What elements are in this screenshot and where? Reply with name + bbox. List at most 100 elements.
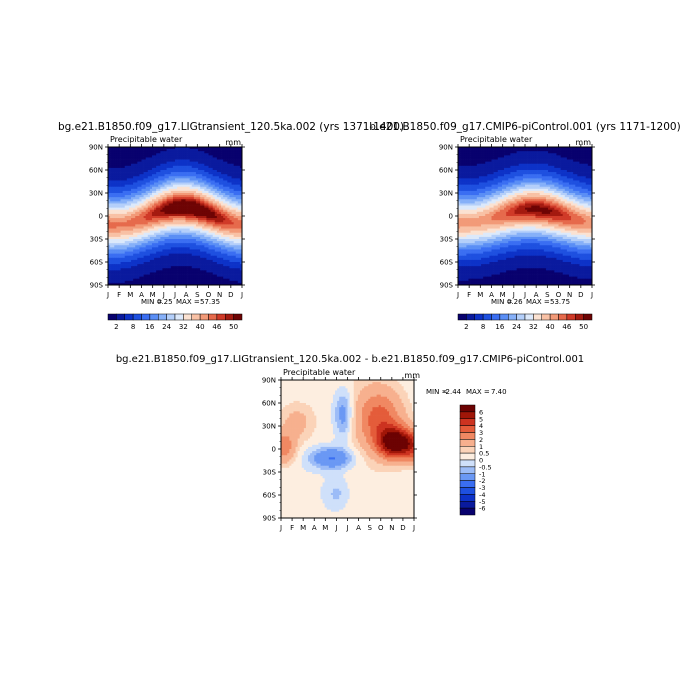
field-cell	[562, 159, 566, 162]
field-cell	[239, 182, 242, 185]
field-cell	[223, 190, 226, 194]
field-cell	[181, 176, 184, 179]
field-cell	[143, 205, 147, 208]
field-cell	[227, 247, 230, 250]
field-cell	[139, 232, 142, 236]
field-cell	[231, 264, 234, 267]
field-cell	[210, 282, 214, 285]
field-cell	[191, 230, 195, 234]
field-cell	[116, 228, 119, 231]
field-cell	[583, 147, 587, 150]
field-cell	[137, 213, 140, 217]
field-cell	[476, 159, 480, 162]
field-cell	[135, 239, 138, 242]
field-cell	[493, 157, 497, 160]
field-cell	[118, 153, 121, 156]
field-cell	[208, 207, 211, 211]
field-cell	[204, 276, 207, 280]
field-cell	[124, 245, 128, 248]
field-cell	[198, 259, 201, 263]
field-cell	[139, 205, 142, 208]
field-cell	[128, 259, 132, 263]
field-cell	[120, 176, 123, 179]
field-cell	[212, 239, 216, 242]
field-cell	[187, 193, 190, 196]
field-cell	[141, 266, 144, 269]
field-cell	[233, 230, 237, 234]
field-cell	[133, 182, 136, 185]
field-cell	[223, 262, 226, 265]
field-cell	[185, 255, 188, 259]
field-cell	[198, 272, 201, 275]
field-cell	[229, 282, 232, 285]
field-cell	[124, 270, 128, 273]
field-cell	[225, 255, 228, 259]
field-cell	[131, 176, 134, 179]
field-cell	[181, 174, 184, 177]
field-cell	[223, 222, 226, 225]
field-cell	[128, 188, 132, 192]
field-cell	[204, 280, 207, 284]
field-cell	[216, 182, 220, 185]
field-cell	[462, 153, 465, 156]
field-cell	[168, 234, 172, 238]
field-cell	[206, 243, 209, 246]
field-cell	[110, 268, 113, 271]
field-cell	[181, 249, 184, 252]
field-cell	[210, 226, 214, 229]
field-cell	[189, 280, 193, 284]
field-cell	[108, 270, 111, 273]
field-cell	[216, 278, 220, 282]
field-cell	[539, 165, 543, 169]
field-cell	[114, 243, 117, 246]
field-cell	[229, 228, 232, 231]
field-cell	[126, 272, 130, 275]
field-cell	[235, 211, 239, 215]
field-cell	[191, 234, 195, 238]
field-cell	[181, 180, 184, 183]
field-cell	[124, 274, 128, 277]
field-cell	[227, 203, 230, 206]
field-cell	[227, 163, 230, 167]
field-cell	[172, 220, 176, 223]
field-cell	[120, 163, 123, 167]
field-cell	[166, 276, 170, 280]
field-cell	[141, 153, 144, 156]
field-cell	[162, 253, 165, 257]
field-cell	[114, 253, 117, 257]
field-cell	[112, 234, 115, 238]
field-cell	[124, 230, 128, 234]
field-cell	[168, 266, 172, 269]
field-cell	[229, 222, 232, 225]
field-cell	[581, 161, 584, 165]
field-cell	[118, 222, 121, 225]
field-cell	[195, 182, 199, 185]
field-cell	[189, 147, 193, 150]
field-cell	[114, 174, 117, 177]
field-cell	[187, 241, 190, 244]
field-cell	[464, 151, 467, 154]
field-cell	[141, 209, 144, 213]
field-cell	[233, 199, 237, 202]
field-cell	[120, 222, 123, 225]
field-cell	[141, 197, 144, 200]
field-cell	[212, 270, 216, 273]
field-cell	[195, 197, 199, 200]
field-cell	[183, 282, 186, 285]
field-cell	[221, 228, 224, 231]
field-cell	[202, 199, 205, 202]
field-cell	[231, 220, 234, 223]
field-cell	[208, 157, 211, 160]
field-cell	[214, 274, 218, 277]
field-cell	[512, 149, 515, 152]
field-cell	[108, 199, 111, 202]
field-cell	[156, 272, 159, 275]
field-cell	[483, 149, 486, 152]
field-cell	[481, 153, 484, 156]
field-cell	[147, 193, 151, 196]
field-cell	[239, 278, 242, 282]
field-cell	[223, 226, 226, 229]
field-cell	[231, 211, 234, 215]
field-cell	[200, 226, 203, 229]
field-cell	[110, 163, 113, 167]
